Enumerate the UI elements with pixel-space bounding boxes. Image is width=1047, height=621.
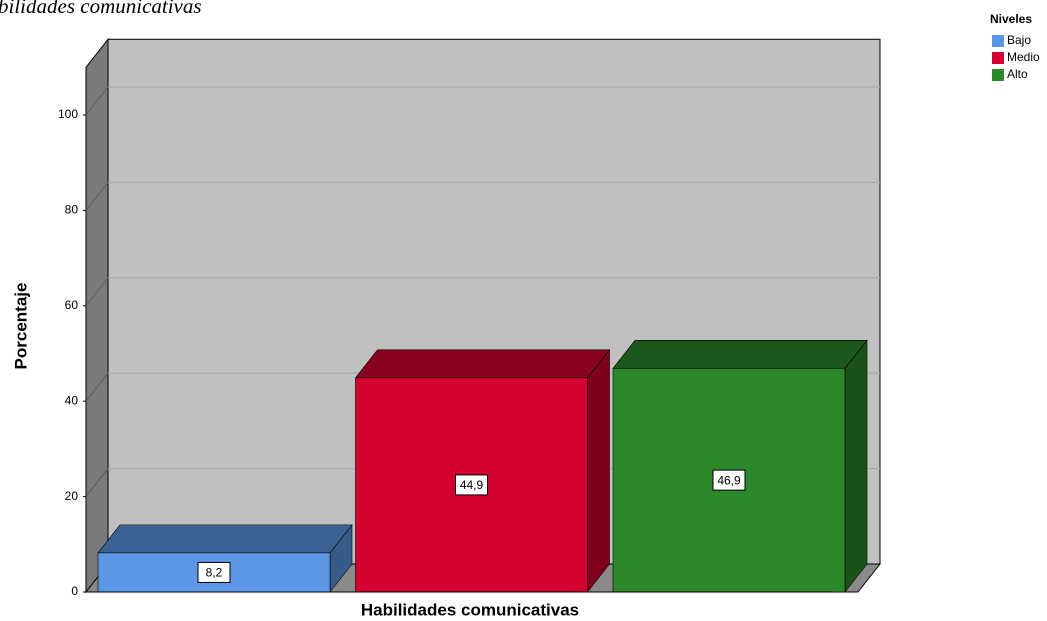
value-label: 8,2 bbox=[206, 566, 223, 580]
value-label: 46,9 bbox=[717, 473, 741, 487]
y-tick-label: 60 bbox=[65, 298, 79, 312]
bar-side bbox=[587, 348, 610, 593]
value-label-box bbox=[197, 561, 231, 583]
legend-swatch bbox=[992, 35, 1004, 47]
y-tick-label: 40 bbox=[65, 393, 79, 407]
grid-line bbox=[85, 372, 109, 402]
legend-label: Medio bbox=[1007, 50, 1040, 64]
bar-top bbox=[612, 339, 868, 369]
x-axis-title: Habilidades comunicativas bbox=[361, 600, 579, 619]
y-tick-label: 20 bbox=[65, 489, 79, 503]
grid-line bbox=[85, 182, 109, 211]
legend-label: Bajo bbox=[1007, 33, 1031, 47]
legend-swatch bbox=[992, 52, 1004, 64]
grid-line bbox=[85, 277, 109, 307]
y-tick-label: 80 bbox=[65, 203, 79, 217]
chart-title: bilidades comunicativas bbox=[0, 0, 202, 18]
legend-label: Alto bbox=[1007, 67, 1028, 81]
value-label-box bbox=[455, 474, 488, 496]
bar-top bbox=[354, 349, 611, 379]
y-tick-label: 100 bbox=[58, 107, 78, 121]
y-axis-title: Porcentaje bbox=[11, 283, 30, 370]
grid-line bbox=[85, 468, 109, 497]
legend-title: Niveles bbox=[990, 12, 1032, 26]
value-label-box bbox=[712, 469, 746, 491]
left-wall bbox=[85, 37, 109, 594]
bar-side bbox=[844, 339, 868, 593]
y-tick-label: 0 bbox=[71, 584, 78, 598]
grid-line bbox=[85, 86, 109, 116]
legend-swatch bbox=[992, 69, 1004, 81]
bar-top bbox=[97, 524, 353, 554]
value-label: 44,9 bbox=[460, 478, 484, 492]
